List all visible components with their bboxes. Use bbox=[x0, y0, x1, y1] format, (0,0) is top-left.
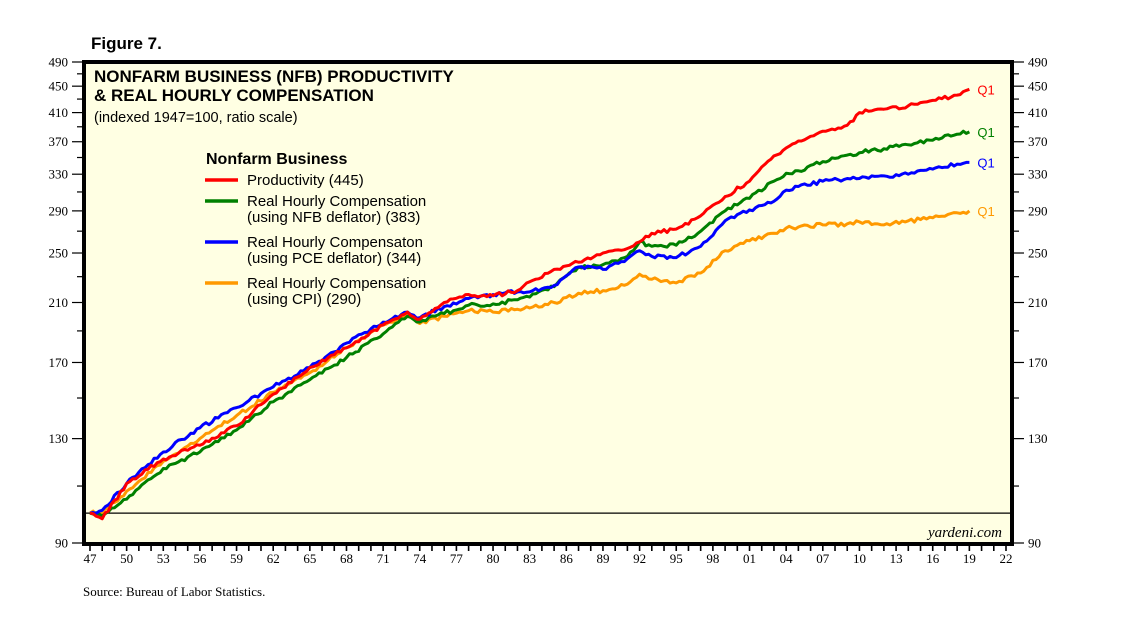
watermark: yardeni.com bbox=[926, 525, 1002, 541]
x-tick-label: 13 bbox=[890, 551, 903, 566]
y-tick-label-left: 490 bbox=[49, 55, 69, 70]
y-axis-right: 90 130 170 210 250 290 330 370 410 450 490 bbox=[1012, 55, 1048, 551]
x-tick-label: 04 bbox=[780, 551, 794, 566]
x-tick-label: 65 bbox=[303, 551, 316, 566]
legend-label: Real Hourly Compensation bbox=[247, 193, 426, 210]
legend-title: Nonfarm Business bbox=[206, 151, 347, 168]
legend: Productivity (445) Real Hourly Compensati… bbox=[205, 172, 426, 308]
x-tick-label: 62 bbox=[267, 551, 280, 566]
x-tick-label: 16 bbox=[926, 551, 940, 566]
y-tick-label-right: 490 bbox=[1028, 55, 1048, 70]
x-tick-label: 07 bbox=[816, 551, 830, 566]
y-tick-label-right: 450 bbox=[1028, 79, 1048, 94]
y-tick-label-left: 170 bbox=[49, 355, 69, 370]
x-tick-label: 83 bbox=[523, 551, 536, 566]
series-line-2 bbox=[89, 160, 970, 515]
x-axis: 47 50 53 56 59 62 65 68 71 74 77 80 83 86 89 92 95 98 01 04… bbox=[84, 545, 1013, 566]
y-tick-label-left: 290 bbox=[49, 203, 69, 218]
series-end-label: Q1 bbox=[977, 155, 994, 170]
series-end-label: Q1 bbox=[977, 204, 994, 219]
figure-label: Figure 7. bbox=[91, 34, 162, 53]
y-tick-label-right: 250 bbox=[1028, 246, 1048, 261]
y-tick-label-left: 210 bbox=[49, 295, 69, 310]
y-tick-label-left: 90 bbox=[55, 536, 68, 551]
y-tick-label-right: 210 bbox=[1028, 295, 1048, 310]
x-tick-label: 50 bbox=[120, 551, 133, 566]
x-tick-label: 89 bbox=[596, 551, 609, 566]
y-tick-label-right: 290 bbox=[1028, 203, 1048, 218]
x-tick-label: 98 bbox=[706, 551, 719, 566]
y-tick-label-left: 450 bbox=[49, 79, 69, 94]
legend-label: (using PCE deflator) (344) bbox=[247, 250, 421, 267]
legend-label: Productivity (445) bbox=[247, 172, 364, 189]
x-tick-label: 86 bbox=[560, 551, 574, 566]
y-tick-label-right: 410 bbox=[1028, 105, 1048, 120]
y-tick-label-right: 330 bbox=[1028, 167, 1048, 182]
x-tick-label: 53 bbox=[157, 551, 170, 566]
series-line-3 bbox=[89, 209, 971, 516]
legend-label: Real Hourly Compensation bbox=[247, 275, 426, 292]
legend-label: (using NFB deflator) (383) bbox=[247, 209, 420, 226]
y-tick-label-left: 410 bbox=[49, 105, 69, 120]
y-tick-label-right: 170 bbox=[1028, 355, 1048, 370]
x-tick-label: 95 bbox=[670, 551, 683, 566]
x-tick-label: 01 bbox=[743, 551, 756, 566]
chart-subtitle: (indexed 1947=100, ratio scale) bbox=[94, 110, 298, 126]
x-tick-label: 92 bbox=[633, 551, 646, 566]
y-axis-left: 90 130 170 210 250 290 330 370 410 450 490 bbox=[49, 55, 84, 551]
y-tick-label-right: 370 bbox=[1028, 134, 1048, 149]
x-tick-label: 10 bbox=[853, 551, 866, 566]
x-tick-label: 22 bbox=[1000, 551, 1013, 566]
series-line-0 bbox=[89, 87, 970, 521]
series-end-label: Q1 bbox=[977, 82, 994, 97]
y-tick-label-right: 90 bbox=[1028, 536, 1041, 551]
x-tick-label: 71 bbox=[377, 551, 390, 566]
chart-title-line1: NONFARM BUSINESS (NFB) PRODUCTIVITY bbox=[94, 67, 455, 86]
x-tick-label: 68 bbox=[340, 551, 353, 566]
y-tick-label-left: 130 bbox=[49, 431, 69, 446]
x-tick-label: 80 bbox=[487, 551, 500, 566]
y-tick-label-left: 370 bbox=[49, 134, 69, 149]
y-tick-label-right: 130 bbox=[1028, 431, 1048, 446]
legend-label: Real Hourly Compensaton bbox=[247, 234, 423, 251]
x-tick-label: 19 bbox=[963, 551, 976, 566]
y-tick-label-left: 250 bbox=[49, 246, 69, 261]
x-tick-label: 47 bbox=[84, 551, 98, 566]
legend-label: (using CPI) (290) bbox=[247, 291, 361, 308]
series-lines: Q1 Q1 Q1 Q1 bbox=[89, 82, 995, 521]
series-line-1 bbox=[89, 129, 971, 518]
x-tick-label: 77 bbox=[450, 551, 464, 566]
x-tick-label: 74 bbox=[413, 551, 427, 566]
y-tick-label-left: 330 bbox=[49, 167, 69, 182]
x-tick-label: 56 bbox=[193, 551, 207, 566]
x-tick-label: 59 bbox=[230, 551, 243, 566]
chart-title-line2: & REAL HOURLY COMPENSATION bbox=[94, 86, 374, 105]
source-note: Source: Bureau of Labor Statistics. bbox=[83, 584, 266, 599]
series-end-label: Q1 bbox=[977, 125, 994, 140]
